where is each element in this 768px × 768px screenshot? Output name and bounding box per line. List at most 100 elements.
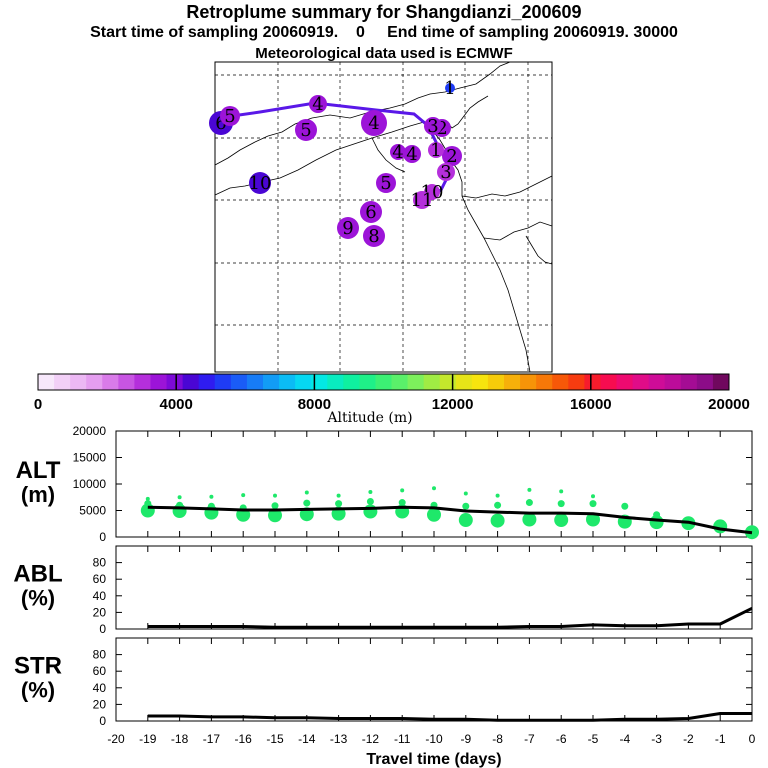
y-tick-label: 40 — [93, 589, 107, 603]
x-tick-label: -14 — [298, 732, 316, 746]
trajectory-point-label: 6 — [215, 113, 226, 134]
trajectory-point: 5 — [376, 173, 396, 194]
trajectory-point-label: 10 — [249, 173, 272, 194]
map-gridlines — [215, 62, 552, 372]
series-line-str — [147, 712, 752, 722]
x-tick-label: -18 — [171, 732, 189, 746]
alt-scatter-point — [559, 489, 564, 494]
alt-scatter-point — [525, 499, 533, 507]
chart-title: Retroplume summary for Shangdianzi_20060… — [186, 2, 582, 22]
trajectory-point: 2 — [442, 146, 462, 167]
colorbar-swatch — [279, 374, 296, 390]
alt-scatter-point — [363, 504, 378, 519]
colorbar-tick-label: 4000 — [160, 396, 193, 413]
y-tick-label: 5000 — [79, 504, 106, 518]
y-tick-label: 0 — [99, 530, 106, 544]
colorbar-swatch — [520, 374, 537, 390]
alt-scatter-point — [557, 500, 565, 508]
altitude-colorbar: 0 4000 8000 12000 16000 20000 — [34, 373, 750, 413]
colorbar-swatch — [70, 374, 87, 390]
colorbar-swatch — [664, 374, 682, 390]
time-series-panels: 05000100001500020000ALT(m)020406080ABL(%… — [13, 424, 759, 768]
x-tick-label: -3 — [651, 732, 662, 746]
alt-scatter-point — [458, 513, 473, 528]
alt-scatter-point — [591, 494, 595, 499]
trajectory-point-label: 2 — [436, 118, 447, 139]
alt-scatter-point — [427, 507, 441, 522]
panel-alt: 0 5000 10000 15000 20000 ALT(m) — [16, 424, 759, 544]
met-data-label: Meteorological data used is ECMWF — [255, 45, 513, 62]
trajectory-point-label: 3 — [440, 162, 451, 183]
colorbar-swatch — [198, 374, 216, 390]
colorbar-swatch — [327, 374, 344, 390]
panel-frame — [115, 637, 753, 722]
trajectory-point-marker — [413, 191, 431, 209]
trajectory-point: 4 — [390, 142, 406, 163]
trajectory-point-marker — [249, 172, 271, 194]
trajectory-point-label: 5 — [224, 106, 235, 127]
trajectory-point-label: 1 — [430, 140, 441, 161]
panel-ylabel: (m) — [21, 482, 55, 507]
colorbar-swatch — [407, 374, 425, 390]
x-tick-label: -2 — [683, 732, 694, 746]
trajectory-point-marker — [424, 117, 442, 135]
trajectory-point-label: 11 — [411, 190, 434, 211]
colorbar-swatch — [680, 374, 698, 390]
x-axis-title: Travel time (days) — [366, 751, 501, 768]
colorbar-swatch — [471, 374, 489, 390]
y-tick-label: 80 — [93, 556, 107, 570]
trajectory-point-label: 1 — [444, 78, 455, 99]
colorbar-swatch — [616, 374, 634, 390]
y-tick-label: 40 — [93, 681, 107, 695]
trajectory-point-label: 4 — [368, 113, 379, 134]
trajectory-point: 5 — [220, 106, 240, 127]
coastlines — [214, 61, 553, 373]
panel-ylabel: (%) — [21, 586, 55, 611]
alt-scatter-point — [336, 493, 341, 498]
colorbar-swatch — [504, 374, 521, 390]
colorbar-swatch — [632, 374, 650, 390]
colorbar-tick-label: 12000 — [432, 396, 474, 413]
x-tick-label: -13 — [330, 732, 348, 746]
alt-scatter-point — [303, 499, 311, 507]
colorbar-swatch — [536, 374, 553, 390]
trajectory-point-label: 3 — [427, 116, 438, 137]
colorbar-tick-label: 16000 — [570, 396, 612, 413]
x-tick-label: -1 — [715, 732, 726, 746]
colorbar-swatch — [584, 374, 601, 390]
trajectory-point: 4 — [309, 94, 327, 115]
trajectory-point-marker — [428, 142, 444, 158]
trajectory-point: 4 — [403, 144, 421, 165]
panel-abl: 0 20 40 60 80 ABL(%) — [13, 545, 753, 636]
trajectory-point-marker — [437, 163, 455, 181]
y-tick-label: 20 — [93, 697, 107, 711]
colorbar-swatch — [134, 374, 151, 390]
colorbar-swatch — [262, 374, 280, 390]
colorbar-swatch — [311, 374, 328, 390]
x-tick-label: -9 — [460, 732, 471, 746]
x-tick-label: -11 — [394, 732, 411, 746]
trajectory-point-label: 4 — [392, 142, 403, 163]
alt-scatter-point — [463, 491, 468, 496]
alt-scatter-point — [586, 512, 600, 527]
alt-scatter-point — [271, 502, 279, 510]
x-tick-label: -17 — [203, 732, 221, 746]
trajectory-point-marker — [337, 217, 359, 239]
y-tick-label: 80 — [93, 648, 107, 662]
series-line-abl — [147, 606, 753, 629]
colorbar-swatch — [54, 374, 71, 390]
y-tick-label: 20000 — [73, 424, 107, 438]
trajectory-point: 1 — [428, 140, 444, 161]
alt-scatter-point — [366, 497, 374, 505]
y-tick-label: 20 — [93, 605, 107, 619]
map-frame — [214, 61, 553, 373]
colorbar-swatch — [696, 374, 714, 390]
trajectory-point-marker — [363, 225, 385, 247]
alt-scatter-point — [273, 493, 277, 498]
trajectory-point-label: 4 — [406, 144, 417, 165]
panel-frame — [115, 545, 753, 630]
alt-scatter-point — [304, 490, 309, 495]
colorbar-swatch — [102, 374, 119, 390]
colorbar-swatch — [552, 374, 569, 390]
panel-ylabel: ALT — [16, 457, 61, 484]
